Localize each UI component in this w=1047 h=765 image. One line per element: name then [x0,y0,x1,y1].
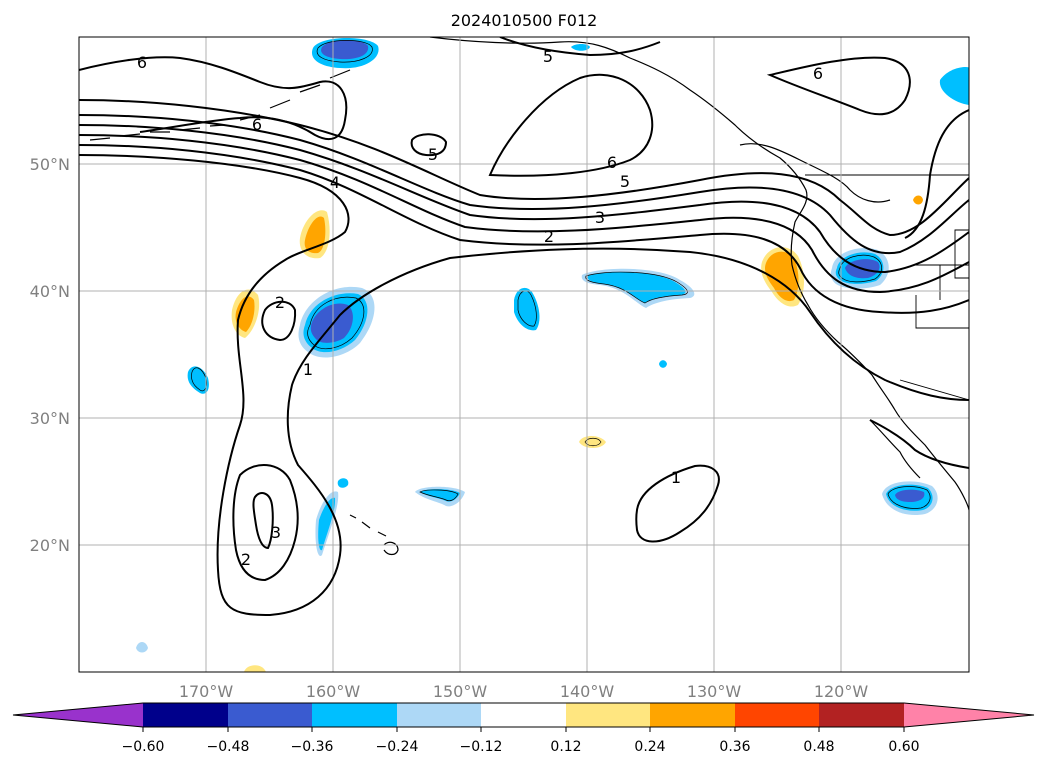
colorbar-segment [312,703,397,727]
anomaly-patch-negative [136,642,148,653]
anomaly-patch-positive [913,195,923,205]
colorbar-tick-label: 0.12 [550,739,581,755]
anomaly-patch-negative [420,489,460,502]
anomaly-patch-negative [895,489,925,502]
lat-tick-label: 30°N [30,409,70,428]
contour-label: 6 [813,64,823,83]
coastline-layer [89,37,969,556]
colorbar-segment [566,703,650,727]
anomaly-patch-negative [337,478,349,488]
colorbar-segment [143,703,228,727]
anomaly-patch-negative [571,44,590,51]
contour-line [499,37,661,57]
contour-line [79,144,969,314]
anomaly-patch-negative [514,287,540,331]
contour-label: 5 [428,145,438,164]
contour-line [904,109,969,239]
baja-coastline [869,419,921,479]
colorbar: −0.60 −0.48 −0.36 −0.24 −0.12 0.12 0.24 … [12,702,1035,755]
colorbar-tick-label: −0.24 [376,739,419,755]
contour-line [79,154,969,617]
contour-line [79,124,969,274]
alaska-coastline [429,37,969,511]
contour-line [635,464,720,543]
colorbar-tick-label: −0.60 [122,739,165,755]
contour-label: 1 [303,360,313,379]
colorbar-segment [735,703,819,727]
lon-tick-label: 140°W [560,682,615,701]
contour-label: 4 [330,173,340,192]
colorbar-segment [650,703,735,727]
contour-label: 5 [543,47,553,66]
lat-tick-label: 20°N [30,536,70,555]
colorbar-tick-label: −0.12 [460,739,503,755]
contour-line [79,56,348,141]
contour-line [79,114,969,255]
colorbar-extend-high [904,703,1034,727]
contour-line [79,134,969,294]
contour-line [766,56,911,116]
contour-line [869,419,969,469]
contour-label: 6 [607,153,617,172]
anomaly-patch-positive [235,296,255,332]
colorbar-extend-low [13,703,143,727]
anomaly-patch-positive [304,216,326,254]
colorbar-segment [819,703,904,727]
lat-tick-label: 50°N [30,155,70,174]
colorbar-tick-label: 0.48 [803,739,834,755]
lon-tick-label: 130°W [687,682,742,701]
colorbar-tick-label: 0.24 [634,739,665,755]
lon-tick-label: 170°W [179,682,234,701]
anomaly-patch-negative [587,272,686,303]
contour-label: 6 [252,115,262,134]
colorbar-segment [481,703,566,727]
colorbar-tick-label: 0.60 [888,739,919,755]
contour-line [252,492,274,550]
contour-line [232,463,299,582]
contour-line [261,300,297,342]
figure-title: 2024010500 F012 [451,11,598,30]
contour-label: 2 [275,293,285,312]
contour-label: 1 [671,468,681,487]
contour-labels: 6 6 5 5 6 4 6 5 3 2 2 1 1 3 2 [137,47,823,569]
anomaly-patch-positive [579,436,606,448]
contour-label: 3 [271,523,281,542]
contour-label: 2 [544,227,554,246]
colorbar-tick-label: 0.36 [719,739,750,755]
lon-tick-labels: 170°W 160°W 150°W 140°W 130°W 120°W [179,682,869,701]
colorbar-tick-label: −0.48 [207,739,250,755]
colorbar-segment [228,703,312,727]
contour-label: 3 [595,208,605,227]
lat-tick-label: 40°N [30,282,70,301]
anomaly-patch-negative [939,67,969,105]
contour-label: 5 [620,172,630,191]
contour-line [410,133,448,157]
anomaly-patch-negative [659,360,667,368]
contour-layer [79,37,969,617]
contour-line [488,73,654,177]
lon-tick-label: 120°W [814,682,869,701]
map-panel [79,37,969,672]
lon-tick-label: 150°W [433,682,488,701]
us-border-lines [805,174,969,401]
colorbar-tick-label: −0.36 [291,739,334,755]
anomaly-patch-positive [244,665,266,672]
colorbar-segment [397,703,481,727]
lon-tick-label: 160°W [306,682,361,701]
map-frame [78,36,970,673]
lat-tick-labels: 20°N 30°N 40°N 50°N [30,155,70,555]
alaska-inner-coast [739,143,891,203]
hawaii-islands [349,514,399,556]
contour-label: 6 [137,53,147,72]
contour-label: 2 [241,550,251,569]
